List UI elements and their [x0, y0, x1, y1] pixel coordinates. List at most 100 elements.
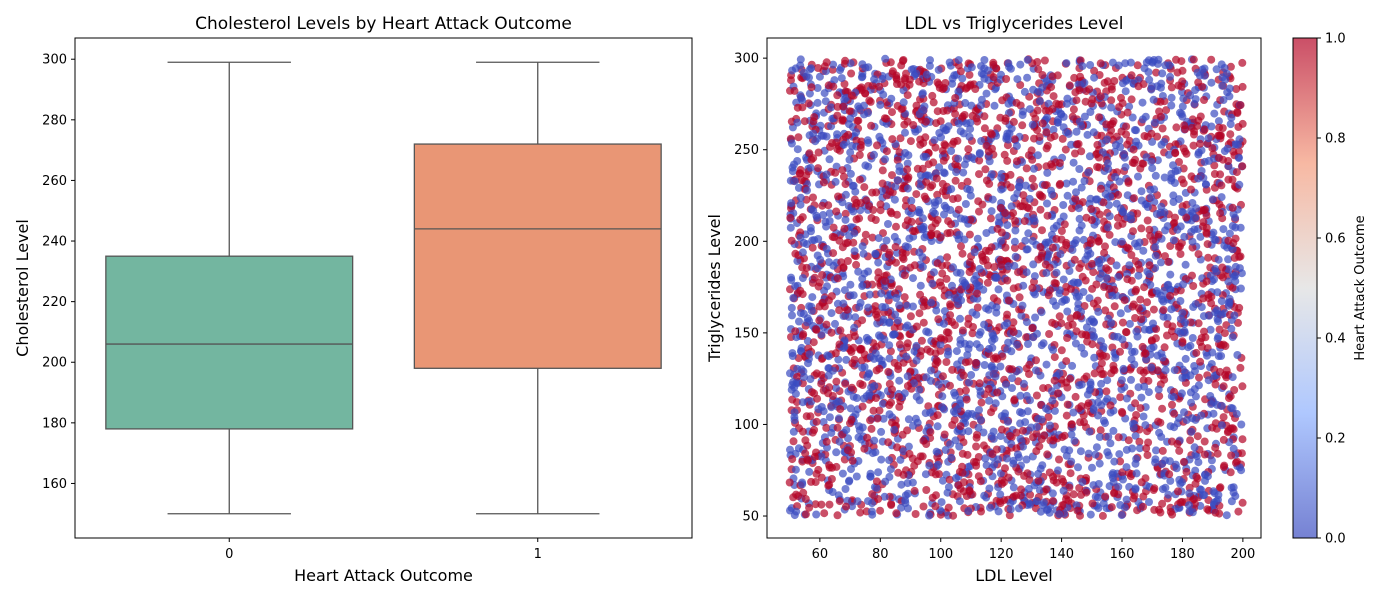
scatter-point: [917, 347, 926, 356]
scatter-point: [935, 129, 944, 137]
scatter-point: [1071, 392, 1080, 401]
scatter-point: [1055, 286, 1064, 295]
scatter-point: [1208, 144, 1217, 153]
scatter-point: [1024, 229, 1033, 238]
scatter-point: [897, 480, 906, 489]
scatter-point: [1216, 367, 1224, 376]
scatter-point: [903, 175, 912, 183]
scatter-point: [936, 117, 945, 126]
scatter-point: [873, 319, 882, 328]
scatter-point: [854, 267, 863, 276]
scatter-point: [1082, 488, 1091, 497]
scatter-point: [829, 82, 838, 91]
scatter-point: [1100, 78, 1109, 87]
scatter-point: [965, 70, 974, 79]
scatter-point: [1003, 156, 1012, 165]
scatter-point: [1191, 95, 1200, 104]
scatter-point: [1234, 507, 1243, 516]
scatter-point: [827, 103, 836, 112]
scatter-point: [1154, 230, 1163, 239]
scatter-point: [1154, 417, 1163, 426]
scatter-point: [1096, 365, 1105, 374]
scatter-point: [809, 206, 818, 215]
scatter-point: [1156, 508, 1165, 517]
scatter-point: [1214, 255, 1223, 264]
scatter-point: [807, 155, 816, 164]
scatter-point: [827, 309, 836, 318]
scatter-point: [867, 383, 876, 392]
scatter-point: [975, 207, 983, 216]
scatter-point: [901, 128, 909, 137]
scatter-point: [940, 169, 949, 178]
scatter-point: [924, 171, 933, 180]
scatter-point: [922, 177, 931, 186]
scatter-point: [1042, 485, 1051, 494]
scatter-point: [1028, 120, 1037, 129]
scatter-point: [970, 248, 979, 257]
scatter-point: [1204, 376, 1213, 385]
scatter-point: [1190, 225, 1199, 234]
scatter-point: [873, 141, 881, 150]
scatter-point: [1135, 437, 1144, 446]
scatter-point: [1022, 333, 1031, 342]
scatter-point: [1043, 168, 1052, 177]
scatter-point: [842, 355, 851, 364]
scatter-point: [1011, 226, 1020, 235]
scatter-point: [1029, 260, 1038, 269]
scatter-point: [841, 56, 850, 65]
scatter-point: [794, 133, 803, 142]
scatter-point: [919, 318, 928, 327]
scatter-point: [927, 298, 936, 307]
scatter-point: [833, 423, 842, 432]
scatter-point: [1125, 319, 1134, 328]
scatter-point: [1048, 243, 1057, 252]
scatter-point: [1145, 498, 1153, 506]
scatter-x-tick-label: 80: [872, 547, 889, 562]
scatter-point: [1107, 85, 1116, 94]
scatter-point: [801, 449, 810, 458]
scatter-point: [979, 428, 988, 437]
scatter-point: [954, 119, 963, 128]
scatter-point: [1075, 165, 1084, 173]
scatter-point: [824, 201, 833, 210]
scatter-point: [996, 236, 1005, 245]
scatter-point: [996, 204, 1005, 212]
scatter-point: [1211, 443, 1220, 452]
scatter-point: [962, 492, 971, 500]
scatter-point: [948, 281, 956, 290]
scatter-point: [1194, 174, 1203, 183]
scatter-point: [1191, 392, 1200, 401]
scatter-point: [1011, 252, 1020, 261]
scatter-point: [892, 222, 900, 231]
scatter-point: [1109, 426, 1118, 435]
scatter-point: [958, 449, 967, 458]
scatter-y-label: Triglycerides Level: [705, 214, 724, 363]
scatter-point: [967, 101, 976, 110]
scatter-point: [1213, 334, 1222, 343]
scatter-point: [1036, 243, 1045, 251]
scatter-point: [1174, 487, 1182, 496]
scatter-point: [1052, 268, 1061, 277]
scatter-point: [878, 74, 887, 83]
scatter-point: [982, 89, 991, 98]
scatter-point: [902, 352, 911, 361]
scatter-point: [961, 200, 970, 208]
scatter-point: [1130, 194, 1138, 203]
scatter-point: [847, 69, 856, 78]
scatter-point: [994, 285, 1003, 294]
scatter-point: [872, 477, 881, 486]
scatter-point: [787, 236, 796, 245]
scatter-point: [838, 166, 847, 175]
scatter-point: [845, 107, 854, 116]
boxplot-x-tick-label: 1: [534, 547, 542, 562]
scatter-point: [1197, 411, 1206, 420]
scatter-point: [1044, 413, 1053, 421]
scatter-point: [1166, 285, 1175, 294]
scatter-point: [899, 358, 908, 367]
scatter-point: [1147, 344, 1156, 353]
scatter-point: [1221, 75, 1230, 84]
scatter-point: [817, 500, 826, 509]
scatter-point: [1123, 213, 1132, 222]
scatter-point: [1006, 432, 1015, 440]
scatter-point: [1041, 181, 1049, 190]
